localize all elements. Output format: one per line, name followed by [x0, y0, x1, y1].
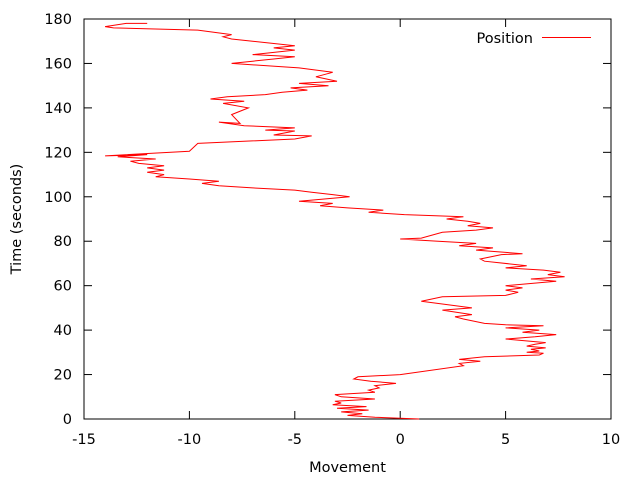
x-tick-label-4: 5	[501, 432, 510, 448]
y-tick-label-7: 140	[44, 101, 72, 117]
y-tick-label-3: 60	[54, 279, 72, 295]
x-tick-label-3: 0	[396, 432, 405, 448]
series-line-position	[105, 22, 565, 420]
y-tick-label-6: 120	[44, 145, 72, 161]
x-tick-label-1: -10	[178, 432, 202, 448]
y-tick-label-9: 180	[44, 12, 72, 28]
legend-label-position: Position	[477, 31, 533, 47]
axis-ticks	[83, 18, 612, 420]
y-tick-label-5: 100	[44, 190, 72, 206]
x-axis-label: Movement	[309, 460, 386, 476]
x-tick-label-2: -5	[288, 432, 302, 448]
y-tick-label-8: 160	[44, 56, 72, 72]
plot-border	[83, 18, 612, 420]
y-tick-label-1: 20	[54, 368, 72, 384]
plot-frame	[83, 18, 612, 420]
y-axis-label: Time (seconds)	[9, 164, 25, 276]
legend: Position	[477, 31, 591, 47]
y-tick-label-4: 80	[54, 234, 72, 250]
y-tick-label-0: 0	[63, 412, 72, 428]
y-tick-label-2: 40	[54, 323, 72, 339]
x-tick-label-5: 10	[602, 432, 620, 448]
x-tick-label-0: -15	[72, 432, 96, 448]
